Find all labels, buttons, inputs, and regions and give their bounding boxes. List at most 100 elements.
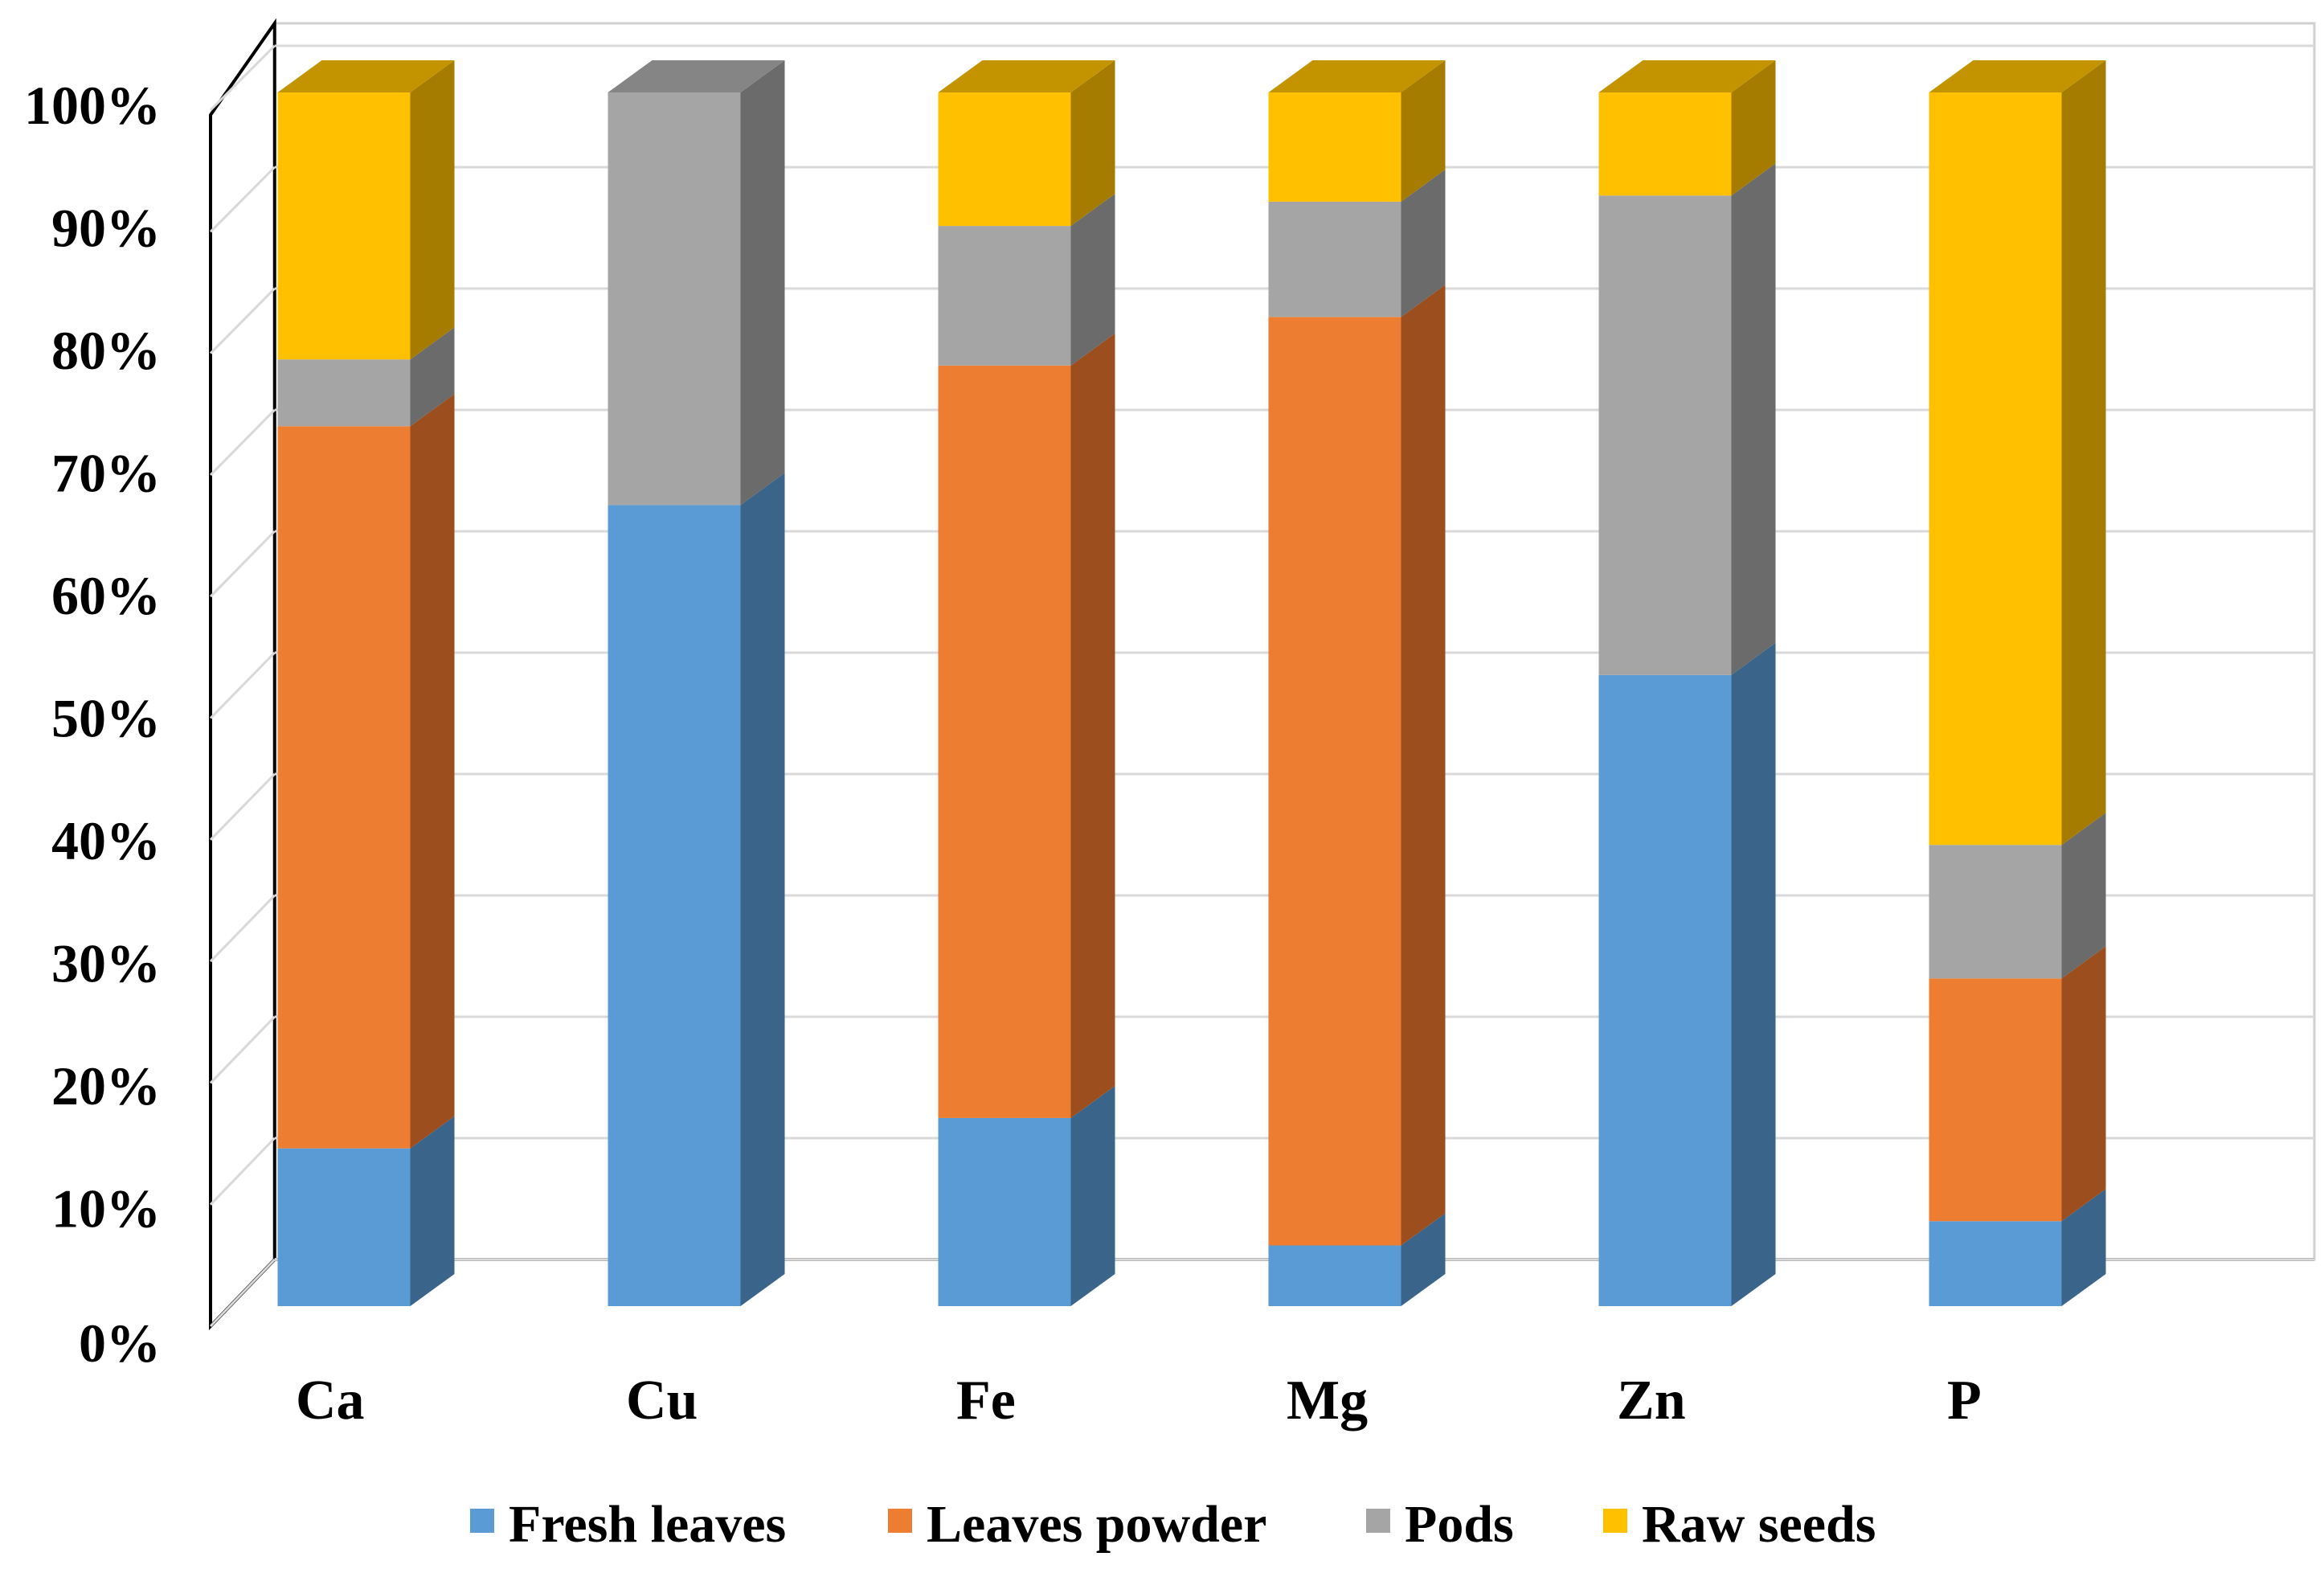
legend-swatch <box>470 1509 494 1533</box>
bar-side-face <box>1401 1213 1446 1306</box>
bar-front-face <box>277 426 411 1149</box>
bar-top-face <box>1929 60 2106 92</box>
bar-top-face <box>608 60 785 92</box>
gridline-side <box>209 408 276 476</box>
bar-side-face <box>410 1116 455 1306</box>
x-category-label: Zn <box>1617 1370 1686 1432</box>
side-wall <box>209 18 276 1330</box>
legend-item: Raw seeds <box>1603 1495 1876 1554</box>
bar-top-face <box>1598 60 1776 92</box>
bar-side-face <box>1731 163 1776 675</box>
bar-segment <box>1598 60 1776 196</box>
legend-label: Leaves powder <box>927 1495 1266 1554</box>
y-tick-label: 60% <box>51 565 161 626</box>
y-axis-tick-labels: 0% 10% 20% 30% 40% 50% 60% 70% 80% 90% 100% <box>24 75 161 1374</box>
gridline-side <box>209 1137 276 1206</box>
bar-segment <box>1268 285 1446 1246</box>
bar-side-face <box>1070 60 1115 227</box>
bar-front-face <box>1268 92 1401 202</box>
gridline-side <box>209 1258 276 1328</box>
bar-top-face <box>277 60 455 92</box>
x-category-label: Cu <box>626 1370 698 1432</box>
legend-swatch <box>1603 1509 1627 1533</box>
bar-front-face <box>277 92 411 360</box>
gridline-side <box>209 894 276 963</box>
y-tick-label: 40% <box>51 810 161 871</box>
x-axis-category-labels: Ca Cu Fe Mg Zn P <box>296 1370 1982 1432</box>
bar-segment <box>1929 813 2106 979</box>
x-category-label: P <box>1947 1370 1982 1432</box>
bar-segment <box>1268 169 1446 317</box>
legend-item: Leaves powder <box>888 1495 1266 1554</box>
bar-front-face <box>938 226 1071 366</box>
gridline-side <box>209 166 276 233</box>
bar-front-face <box>938 92 1071 227</box>
y-tick-label: 0% <box>79 1313 161 1374</box>
bar-side-face <box>2061 946 2106 1222</box>
bar-front-face <box>1929 1221 2062 1306</box>
gridline-side <box>209 651 276 719</box>
bar-segment <box>608 473 785 1306</box>
bar-segment <box>277 60 455 360</box>
y-tick-label: 100% <box>24 75 161 136</box>
y-tick-label: 70% <box>51 443 161 504</box>
x-category-label: Ca <box>296 1370 365 1432</box>
bar-top-face <box>938 60 1115 92</box>
bar-front-face <box>1268 317 1401 1246</box>
bar-side-face <box>410 327 455 427</box>
gridline-side <box>209 530 276 598</box>
bar-segment <box>1598 642 1776 1306</box>
bar-segment <box>1929 60 2106 846</box>
bar-front-face <box>1598 674 1732 1306</box>
bar-segment <box>1268 60 1446 202</box>
bar-segment <box>938 1085 1115 1306</box>
legend-item: Fresh leaves <box>470 1495 786 1554</box>
bar-front-face <box>1268 1245 1401 1306</box>
bar-front-face <box>277 1148 411 1306</box>
bar-front-face <box>608 92 741 506</box>
bar-segment <box>277 327 455 427</box>
bar-side-face <box>1401 285 1446 1246</box>
x-category-label: Fe <box>956 1370 1016 1432</box>
gridline-side <box>209 287 276 354</box>
bar-front-face <box>1929 845 2062 979</box>
bar-segment <box>1268 1213 1446 1306</box>
bar-side-face <box>1070 333 1115 1118</box>
bar-segment <box>1929 946 2106 1222</box>
y-tick-label: 80% <box>51 320 161 381</box>
bar-side-face <box>740 60 785 506</box>
bar-front-face <box>1598 195 1732 675</box>
bar-segment <box>1929 1189 2106 1306</box>
bar-front-face <box>1929 978 2062 1222</box>
bar-side-face <box>1401 60 1446 202</box>
bar-side-face <box>1070 194 1115 366</box>
x-category-label: Mg <box>1287 1370 1368 1432</box>
bar-front-face <box>938 1117 1071 1306</box>
bar-side-face <box>1070 1085 1115 1306</box>
bar-top-face <box>1268 60 1446 92</box>
y-tick-label: 10% <box>51 1178 161 1239</box>
y-tick-label: 20% <box>51 1055 161 1116</box>
bar-side-face <box>1731 60 1776 196</box>
gridline-side <box>209 44 276 112</box>
bar-side-face <box>410 394 455 1149</box>
bar-front-face <box>1929 92 2062 846</box>
bar-segment <box>608 60 785 506</box>
bar-segment <box>277 394 455 1149</box>
bar-side-face <box>2061 1189 2106 1306</box>
bar-segment <box>938 194 1115 366</box>
bars <box>277 60 2106 1306</box>
y-tick-label: 90% <box>51 198 161 259</box>
y-tick-label: 30% <box>51 933 161 994</box>
bar-side-face <box>2061 813 2106 979</box>
bar-side-face <box>740 473 785 1306</box>
legend-label: Raw seeds <box>1642 1495 1876 1554</box>
bar-side-face <box>410 60 455 360</box>
legend-label: Fresh leaves <box>509 1495 786 1554</box>
legend-swatch <box>888 1509 912 1533</box>
bar-side-face <box>1731 642 1776 1306</box>
legend-label: Pods <box>1405 1495 1514 1554</box>
bar-front-face <box>938 365 1071 1118</box>
legend: Fresh leaves Leaves powder Pods Raw seeds <box>470 1495 1876 1554</box>
